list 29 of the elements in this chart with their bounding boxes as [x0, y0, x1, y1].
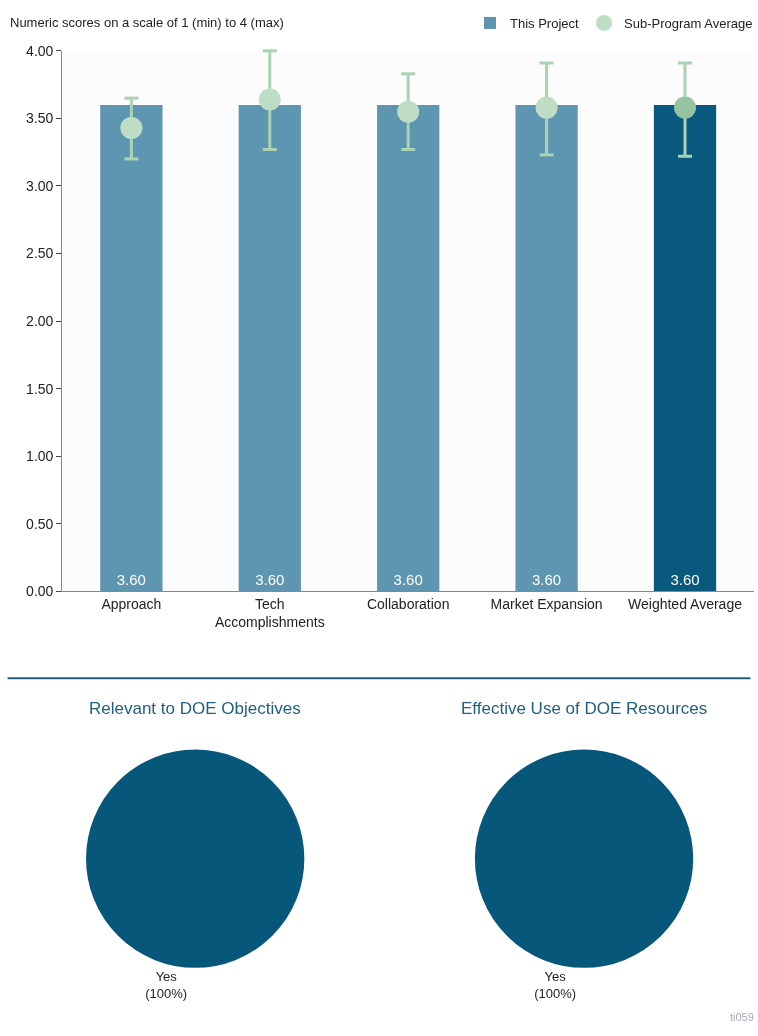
data-label: 3.60: [255, 571, 285, 589]
x-tick-label: Market Expansion: [490, 596, 603, 613]
y-tick-label: 1.50: [26, 380, 54, 397]
slice-label: Yes: [155, 968, 178, 984]
x-tick-label: Weighted Average: [628, 596, 743, 613]
y-tick-label: 3.00: [26, 177, 54, 194]
data-label: (100%): [145, 985, 188, 1001]
data-label: 3.60: [393, 571, 423, 589]
legend-label: This Project: [510, 16, 580, 32]
data-label: 3.60: [531, 571, 562, 589]
y-tick-label: 0.00: [26, 583, 54, 600]
chart-title: Numeric scores on a scale of 1 (min) to 4 (max): [10, 15, 284, 30]
y-tick-label: 1.00: [26, 448, 54, 465]
slice-label: Yes: [544, 968, 567, 984]
data-label: 3.60: [670, 571, 700, 589]
data-label: 3.60: [116, 571, 146, 589]
chart-title: Effective Use of DOE Resources: [461, 699, 708, 718]
y-tick-label: 0.50: [26, 515, 54, 532]
x-tick-label: Approach: [101, 596, 162, 613]
y-tick-label: 2.00: [26, 313, 54, 330]
data-label: (100%): [534, 985, 577, 1001]
y-tick-label: 3.50: [26, 110, 54, 127]
y-tick-label: 2.50: [26, 245, 54, 262]
text: ti059: [730, 1011, 754, 1023]
y-tick-label: 4.00: [26, 42, 54, 59]
chart-title: Relevant to DOE Objectives: [89, 699, 301, 718]
x-tick-label: Tech Accomplishments: [214, 596, 325, 631]
legend-label: Sub-Program Average: [624, 16, 753, 32]
x-tick-label: Collaboration: [366, 596, 450, 613]
